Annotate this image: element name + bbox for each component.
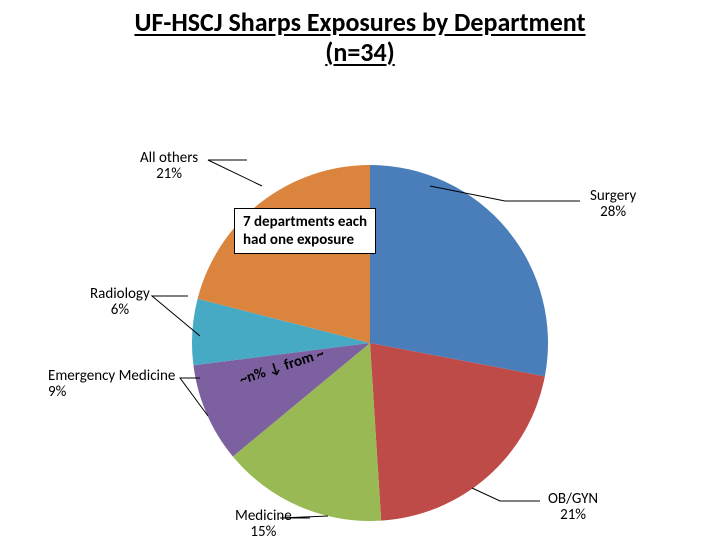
leader-all-others bbox=[208, 160, 262, 186]
label-surgery: Surgery 28% bbox=[590, 188, 636, 221]
title-line-1: UF-HSCJ Sharps Exposures by Department bbox=[134, 6, 585, 38]
label-ob-gyn: OB/GYN 21% bbox=[548, 491, 598, 524]
chart-title: UF-HSCJ Sharps Exposures by Department (… bbox=[0, 0, 720, 68]
label-radiology: Radiology 6% bbox=[90, 286, 150, 319]
leader-ob-gyn bbox=[472, 488, 540, 501]
leader-radiology bbox=[152, 296, 200, 336]
title-line-2: (n=34) bbox=[325, 36, 394, 68]
label-emergency-medicine: Emergency Medicine 9% bbox=[48, 368, 175, 401]
label-all-others: All others 21% bbox=[140, 150, 198, 183]
callout-line-1: 7 departments each bbox=[243, 213, 367, 231]
callout-box: 7 departments each had one exposure bbox=[234, 208, 376, 254]
slice-surgery bbox=[370, 165, 548, 376]
callout-line-2: had one exposure bbox=[243, 231, 354, 249]
pie-chart: Surgery 28% OB/GYN 21% Medicine 15% Emergen… bbox=[0, 68, 720, 540]
label-medicine: Medicine 15% bbox=[235, 508, 292, 540]
